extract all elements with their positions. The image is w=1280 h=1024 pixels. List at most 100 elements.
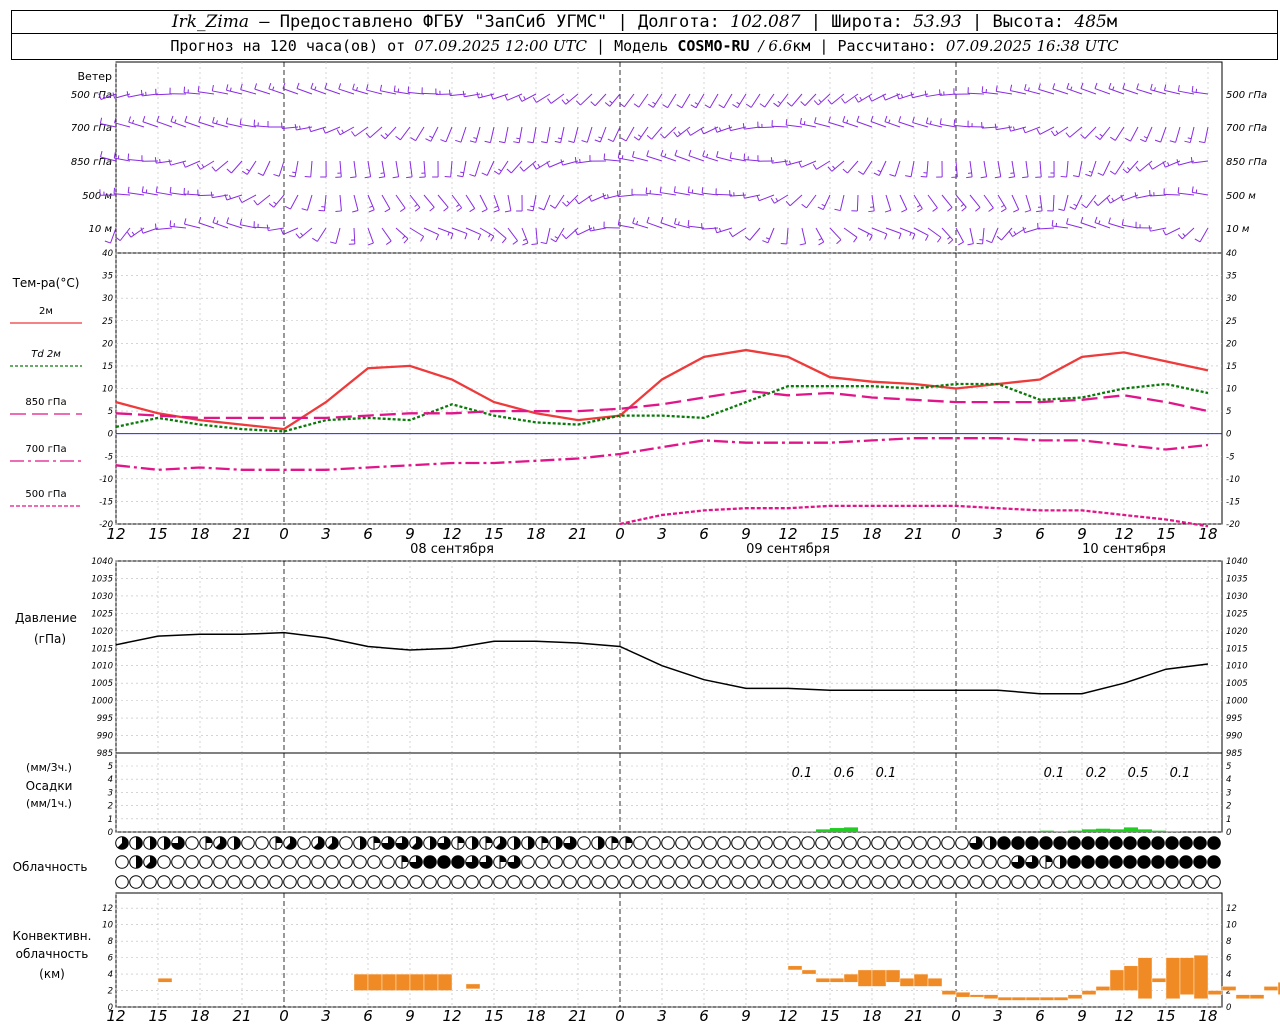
cloud-cover-symbol: [885, 836, 899, 850]
wind-barb: [394, 91, 411, 95]
wind-barb-flag: [620, 137, 627, 142]
precip-3h-total: 0.1: [1044, 766, 1065, 781]
y-tick-label: 1025: [91, 609, 113, 619]
wind-barb-flag: [457, 175, 464, 178]
wind-barb-flag: [1036, 210, 1043, 213]
wind-barb-flag: [338, 83, 342, 90]
wind-barb: [1136, 88, 1153, 95]
wind-barb-flag: [1010, 172, 1015, 174]
wind-barb: [156, 191, 173, 196]
wind-barb: [599, 126, 607, 143]
wind-barb-flag: [414, 207, 421, 212]
cloud-cover-symbol: [871, 875, 885, 889]
cloud-cover-fill: [313, 836, 325, 850]
cloud-cover-symbol: [759, 836, 773, 850]
wind-barb-flag: [967, 243, 974, 246]
cloud-cover-fill: [507, 855, 521, 869]
wind-barb: [1066, 88, 1083, 95]
cloud-cover-symbol: [969, 875, 983, 889]
wind-barb-flag: [981, 86, 984, 93]
wind-barb-flag: [947, 207, 953, 212]
wind-barb-flag: [912, 233, 916, 240]
cloud-cover-symbol: [871, 855, 885, 869]
cloud-cover-symbol: [801, 875, 815, 889]
wind-barb: [801, 227, 807, 244]
wind-barb-flag: [1066, 217, 1069, 225]
x-tick-label: 0: [615, 525, 625, 543]
cloud-cover-symbol: [213, 875, 227, 889]
cloud-cover-fill: [542, 836, 549, 843]
cloud-cover-symbol: [647, 855, 661, 869]
wind-barb: [940, 93, 957, 96]
cloud-cover-symbol: [577, 855, 591, 869]
wind-barb-flag: [652, 101, 656, 105]
wind-barb-flag: [785, 118, 788, 126]
x-tick-label: 12: [1114, 525, 1133, 543]
cloud-cover-fill: [402, 855, 409, 862]
wind-barb-flag: [402, 235, 406, 240]
wind-barb: [565, 93, 579, 105]
convective-bar: [899, 977, 915, 987]
wind-barb-flag: [1154, 139, 1161, 143]
y-tick-label: -10: [99, 475, 113, 485]
convective-bar: [1165, 957, 1181, 999]
wind-barb: [366, 89, 383, 95]
wind-barb: [997, 160, 1002, 177]
wind-barb-flag: [1008, 231, 1013, 237]
wind-barb-flag: [464, 233, 468, 240]
cloud-cover-symbol: [941, 836, 955, 850]
convective-bar: [1179, 957, 1195, 995]
cloud-cover-symbol: [717, 855, 731, 869]
cloud-cover-symbol: [353, 855, 367, 869]
wind-barb-flag: [729, 152, 732, 159]
wind-barb: [1178, 192, 1195, 196]
cloud-cover-symbol: [241, 875, 255, 889]
precip-bar: [788, 831, 802, 832]
cloud-cover-symbol: [381, 855, 395, 869]
wind-barb-flag: [917, 208, 923, 213]
wind-barb-flag: [240, 83, 243, 90]
wind-barb-flag: [842, 116, 846, 123]
wind-barb: [688, 191, 705, 196]
cloud-cover-fill: [528, 836, 535, 850]
wind-barb-flag: [884, 233, 888, 240]
wind-barb-flag: [226, 168, 232, 174]
y-tick-label: 0: [108, 1003, 113, 1013]
wind-barb-flag: [380, 134, 386, 140]
wind-barb-flag: [646, 134, 653, 140]
cloud-cover-symbol: [955, 836, 969, 850]
cloud-cover-fill: [500, 855, 507, 862]
wind-barb: [184, 223, 201, 229]
pressure-axis-label: Давление: [15, 611, 77, 625]
wind-barb-flag: [1136, 83, 1139, 90]
wind-barb-flag: [384, 133, 389, 137]
cloud-cover-fill: [514, 836, 521, 850]
convective-bar: [1011, 996, 1027, 1001]
cloud-cover-symbol: [129, 875, 143, 889]
wind-barb-flag: [198, 116, 202, 123]
cloud-cover-symbol: [787, 855, 801, 869]
wind-barb-flag: [1027, 87, 1030, 92]
x-tick-label: 12: [442, 525, 461, 543]
wind-barb-flag: [854, 96, 859, 103]
cloud-cover-symbol: [451, 875, 465, 889]
wind-barb-flag: [575, 100, 581, 106]
y-tick-label: 0: [108, 430, 113, 440]
wind-barb: [294, 160, 299, 177]
cloud-cover-symbol: [507, 875, 521, 889]
convective-bar: [927, 977, 943, 987]
wind-barb-flag: [549, 204, 556, 209]
wind-barb: [268, 88, 285, 95]
wind-barb-flag: [145, 189, 148, 194]
cloud-cover-fill: [479, 855, 493, 869]
wind-barb-flag: [1051, 219, 1054, 227]
wind-barb: [282, 88, 299, 95]
wind-barb: [716, 156, 733, 162]
cloud-cover-symbol: [829, 875, 843, 889]
wind-barb: [100, 156, 117, 162]
wind-barb: [381, 194, 391, 210]
wind-barb-flag: [714, 126, 718, 133]
wind-barb-flag: [1126, 167, 1131, 171]
wind-barb: [856, 194, 859, 212]
wind-barb-flag: [490, 93, 494, 100]
